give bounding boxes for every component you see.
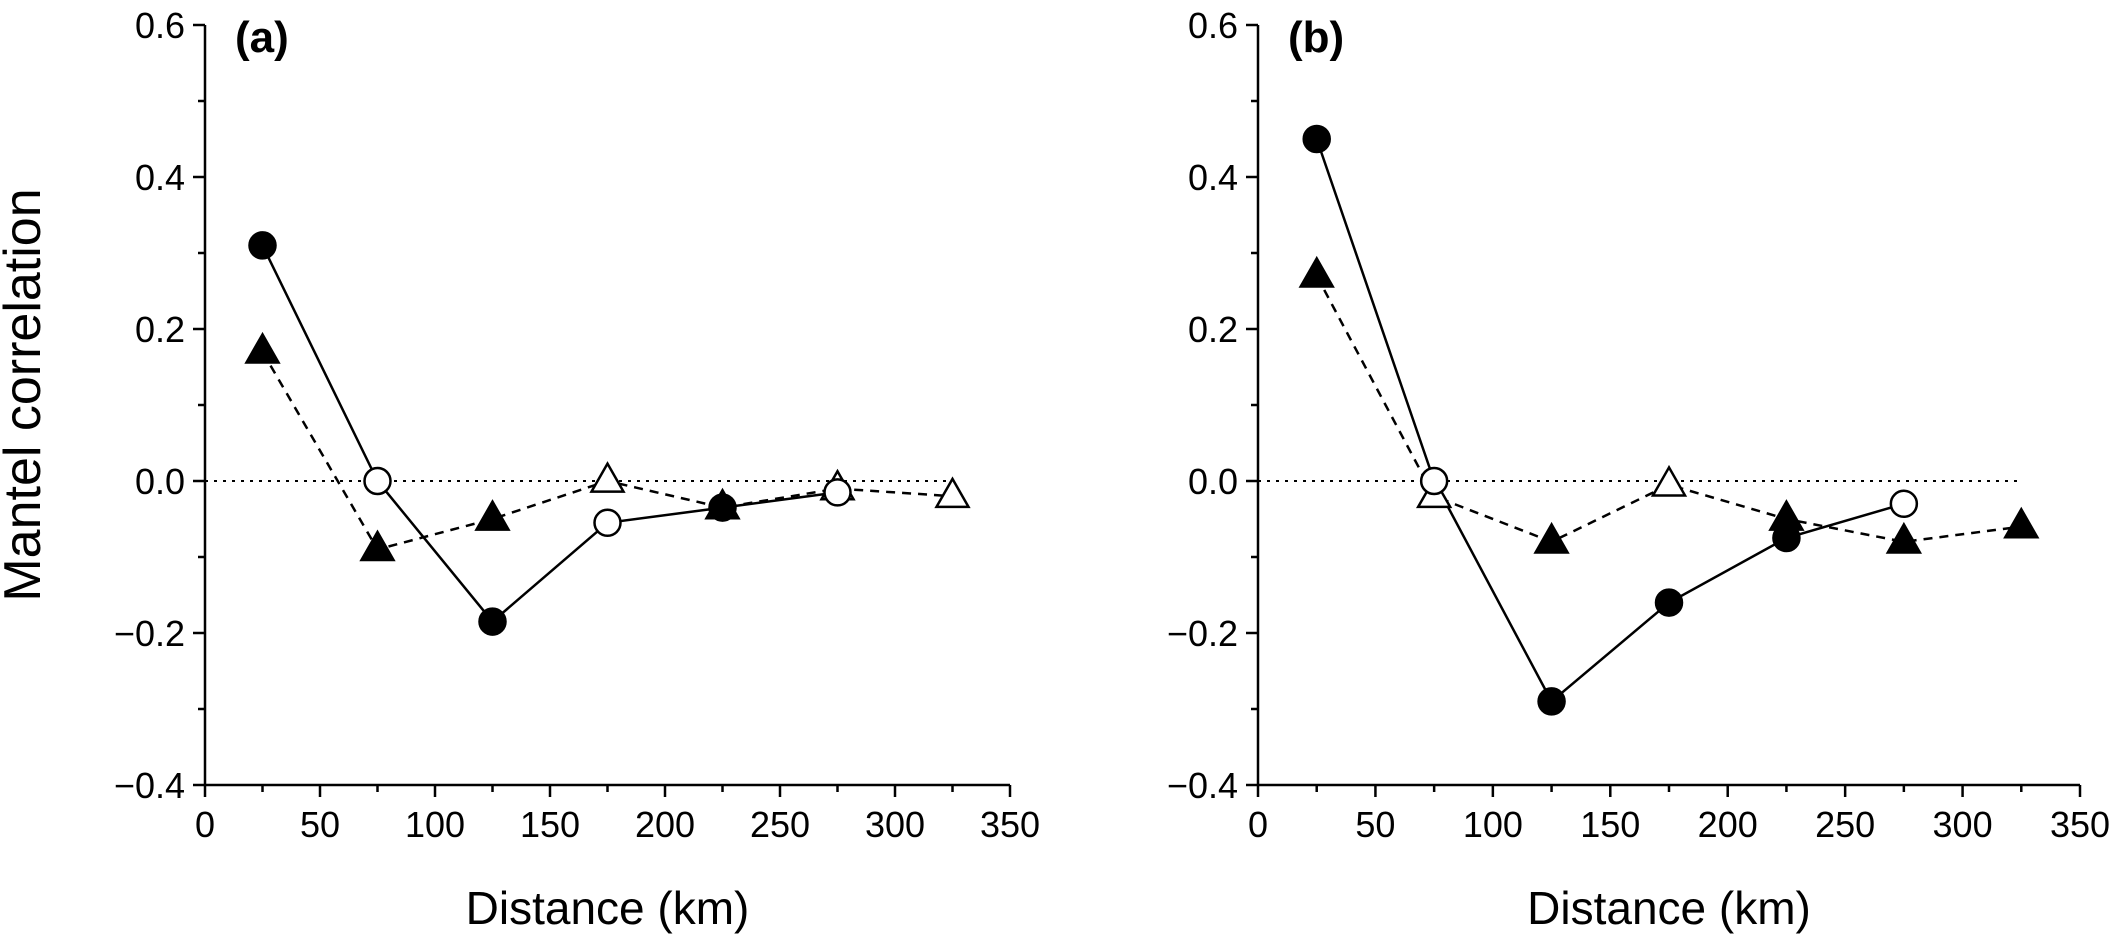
- triangle-marker: [1298, 255, 1335, 288]
- triangle-marker: [1650, 464, 1688, 497]
- y-tick-label: −0.4: [114, 765, 185, 806]
- x-tick-label: 50: [300, 804, 340, 845]
- circle-marker: [1537, 687, 1566, 716]
- y-tick-label: −0.2: [1167, 613, 1238, 654]
- x-axis-label: Distance (km): [466, 882, 750, 934]
- x-tick-label: 150: [520, 804, 580, 845]
- panel-label: (a): [235, 13, 289, 62]
- circle-series-line: [261, 244, 838, 624]
- triangle-marker: [934, 476, 971, 509]
- triangle-marker: [359, 529, 396, 562]
- circle-series-line: [1315, 138, 1905, 704]
- triangle-marker: [1885, 521, 1923, 554]
- circle-marker: [478, 607, 507, 636]
- triangle-marker: [474, 499, 511, 531]
- circle-marker: [1654, 588, 1684, 617]
- y-tick-label: 0.0: [135, 461, 185, 502]
- panel-a: −0.4 −0.2 0.0 0.2 0.4 0.6 0 50 100 150 200 250 300 35…: [114, 5, 1040, 934]
- y-tick-label: −0.2: [114, 613, 185, 654]
- y-tick-label: 0.2: [1188, 309, 1238, 350]
- y-tick-label: 0.2: [135, 309, 185, 350]
- circle-marker: [1302, 124, 1331, 154]
- triangle-marker: [244, 331, 281, 364]
- triangle-marker: [1533, 521, 1570, 554]
- x-tick-label: 50: [1355, 804, 1395, 845]
- x-tick-label: 150: [1580, 804, 1640, 845]
- panel-b: −0.4 −0.2 0.0 0.2 0.4 0.6 0 50 100 150 200 250 300 35…: [1167, 5, 2110, 934]
- x-tick-label: 350: [2050, 804, 2110, 845]
- circle-marker: [823, 478, 852, 507]
- y-tick-label: 0.6: [1188, 5, 1238, 46]
- x-tick-label: 300: [865, 804, 925, 845]
- x-axis-label: Distance (km): [1527, 882, 1811, 934]
- x-tick-label: 350: [980, 804, 1040, 845]
- triangle-marker: [589, 461, 626, 493]
- circle-marker: [248, 231, 277, 260]
- x-tick-label: 250: [750, 804, 810, 845]
- y-tick-label: 0.6: [135, 5, 185, 46]
- x-tick-label: 200: [1698, 804, 1758, 845]
- y-axis-label: Mantel correlation: [0, 188, 52, 601]
- y-tick-label: 0.4: [1188, 157, 1238, 198]
- x-tick-label: 100: [405, 804, 465, 845]
- panel-label: (b): [1288, 13, 1344, 62]
- circle-marker: [1419, 466, 1449, 496]
- x-tick-label: 100: [1463, 804, 1523, 845]
- y-tick-label: −0.4: [1167, 765, 1238, 806]
- triangle-marker: [2003, 506, 2040, 539]
- y-tick-label: 0.0: [1188, 461, 1238, 502]
- circle-marker: [363, 466, 392, 496]
- circle-marker: [1889, 489, 1919, 519]
- circle-marker: [708, 493, 737, 522]
- x-tick-label: 200: [635, 804, 695, 845]
- y-tick-label: 0.4: [135, 157, 185, 198]
- x-tick-label: 0: [195, 804, 215, 845]
- x-tick-label: 300: [1933, 804, 1993, 845]
- x-tick-label: 250: [1815, 804, 1875, 845]
- circle-marker: [593, 508, 622, 538]
- x-tick-label: 0: [1248, 804, 1268, 845]
- circle-marker: [1772, 523, 1801, 553]
